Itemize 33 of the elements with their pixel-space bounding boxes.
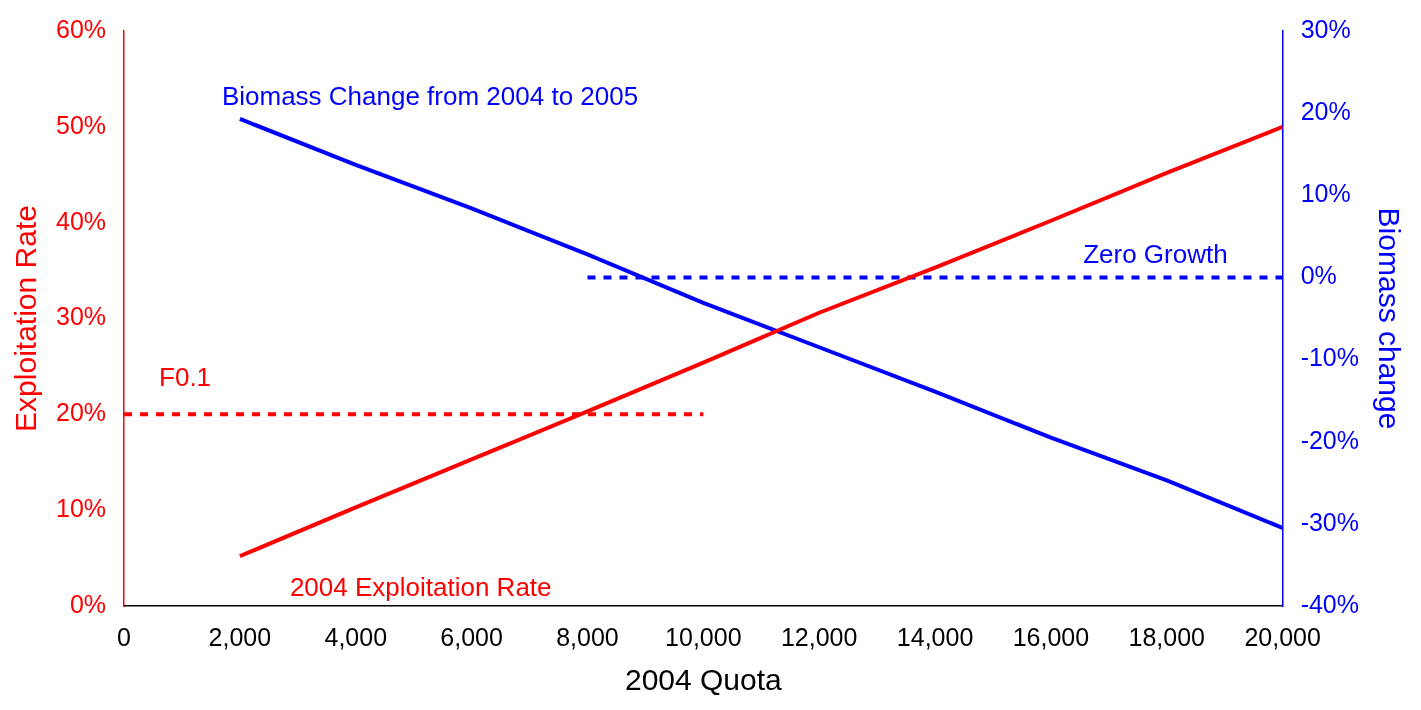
x-tick-label: 0 [117, 622, 131, 651]
x-tick-label: 4,000 [324, 622, 388, 651]
series-label: F0.1 [159, 362, 212, 393]
x-tick-label: 18,000 [1128, 622, 1206, 651]
y2-tick-label: -20% [1300, 425, 1360, 454]
x-tick-label: 20,000 [1244, 622, 1321, 651]
x-tick-label: 2,000 [208, 622, 272, 651]
y-tick-label: 40% [55, 206, 107, 235]
x-tick-label: 10,000 [665, 622, 742, 651]
y2-tick-label: -10% [1300, 343, 1360, 372]
y2-tick-label: 20% [1300, 97, 1351, 126]
y2-tick-label: -40% [1300, 589, 1360, 618]
y-tick-label: 30% [55, 302, 107, 331]
x-axis-title: 2004 Quota [624, 663, 783, 697]
y-tick-label: 10% [55, 494, 107, 523]
y-tick-label: 20% [55, 398, 107, 427]
x-tick-label: 8,000 [556, 622, 619, 651]
series-label: Zero Growth [1083, 239, 1228, 270]
y2-tick-label: 0% [1300, 261, 1337, 290]
x-tick-label: 14,000 [896, 622, 974, 651]
x-tick-label: 12,000 [780, 622, 858, 651]
y-tick-label: 0% [69, 589, 107, 618]
x-tick-label: 6,000 [440, 622, 503, 651]
y-tick-label: 50% [55, 110, 107, 139]
y2-tick-label: -30% [1300, 507, 1360, 536]
x-tick-label: 16,000 [1012, 622, 1090, 651]
y2-axis-title: Biomass change [1372, 207, 1406, 430]
series-label: Biomass Change from 2004 to 2005 [221, 80, 639, 111]
series-label: 2004 Exploitation Rate [289, 572, 552, 603]
y2-tick-label: 30% [1300, 14, 1351, 43]
y-tick-label: 60% [55, 14, 107, 43]
y-axis-title: Exploitation Rate [9, 205, 43, 432]
y2-tick-label: 10% [1300, 179, 1351, 208]
